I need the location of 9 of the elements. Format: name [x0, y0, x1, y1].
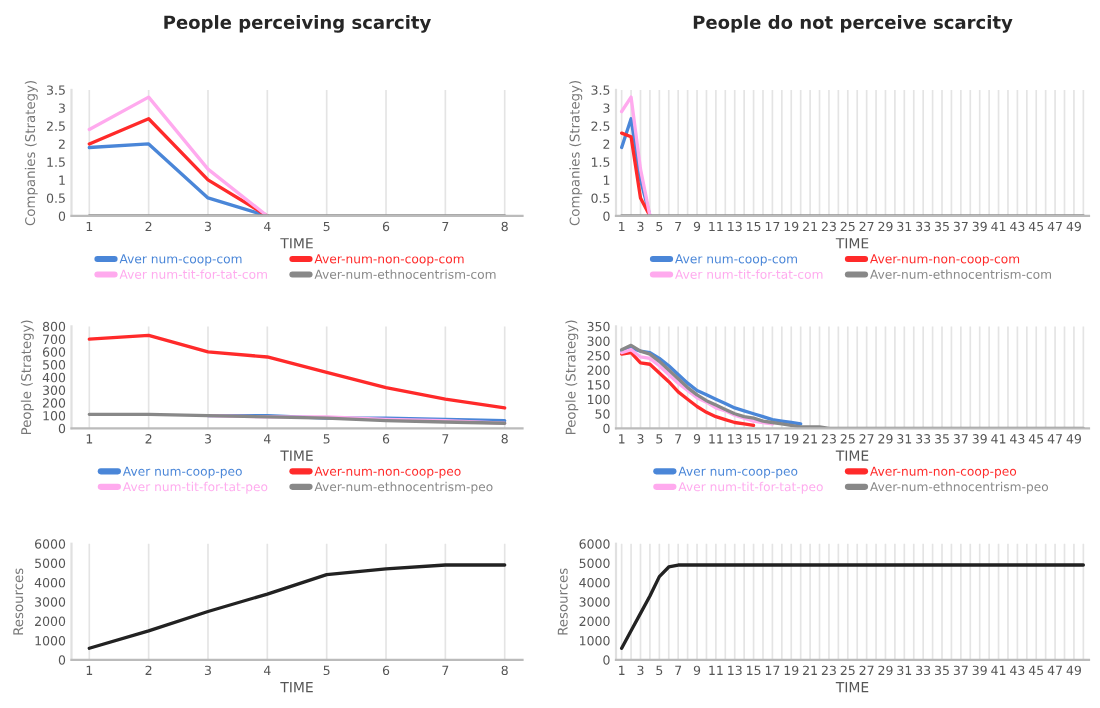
line-series — [619, 95, 652, 216]
line-series — [87, 333, 507, 410]
chart-title: People perceiving scarcity — [164, 15, 431, 33]
line-series — [87, 95, 269, 216]
line-series — [87, 563, 507, 650]
line-series — [619, 348, 775, 426]
chart-title: People do not perceive scarcity — [693, 15, 1013, 33]
line-series — [619, 563, 1086, 650]
line-series — [619, 350, 756, 428]
